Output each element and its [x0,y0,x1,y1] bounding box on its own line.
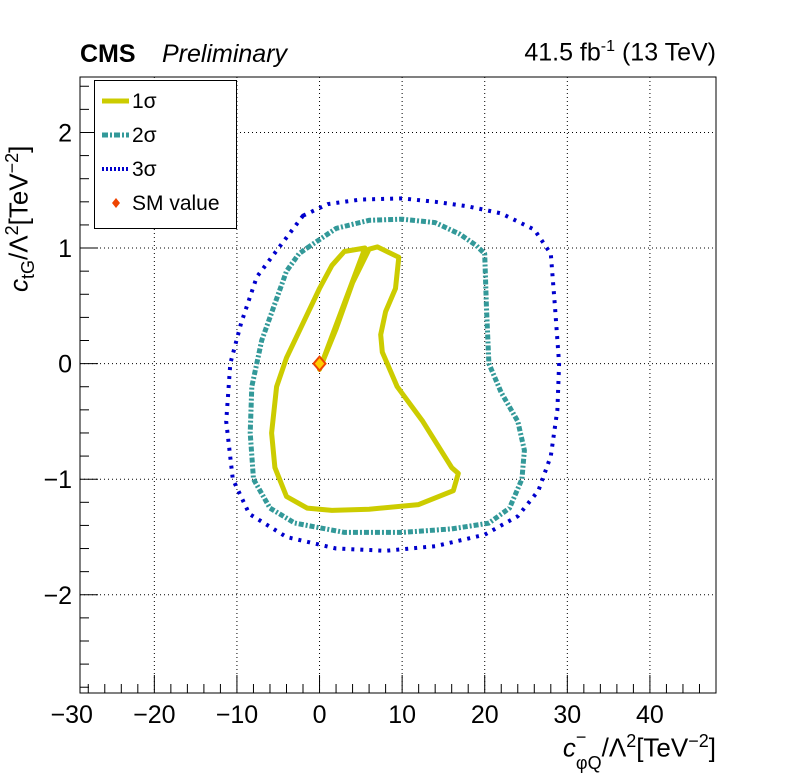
x-tick-label: 30 [553,701,581,729]
lumi-value: 41.5 fb [524,38,601,67]
lumi-unit-sup: -1 [600,38,616,55]
x-label-rest: /Λ [601,732,627,763]
x-tick-label: −10 [216,701,258,729]
status-label: Preliminary [162,40,288,68]
y-axis-ticks: −2 −1 0 1 2 [43,85,98,688]
legend-label: 1σ [132,90,157,113]
y-label-sup: 2 [2,225,22,236]
x-label-c: c [562,732,576,763]
legend: 1σ 2σ 3σ SM value [94,80,237,229]
contour-2sigma [247,216,527,535]
contour-series [224,196,562,553]
contour-3sigma [224,196,562,553]
legend-line-dotted-icon [102,167,129,171]
legend-line-dashdot-icon [102,132,129,138]
x-axis-title: c − φQ/Λ2[TeV−2] [562,727,716,773]
legend-entry-1sigma: 1σ [95,87,236,117]
y-tick-label: 0 [58,351,72,379]
grid-lines [80,77,716,693]
legend-entry-2sigma: 2σ [95,121,236,151]
luminosity-label: 41.5 fb-1 (13 TeV) [524,38,716,67]
x-tick-label: 40 [636,701,664,729]
x-tick-label: 0 [313,701,327,729]
y-axis-title: ctG/Λ2[TeV−2] [2,146,39,292]
x-label-unit: [TeV [636,732,689,763]
legend-label: 2σ [132,124,157,147]
sm-value-point [312,355,327,373]
lumi-energy: (13 TeV) [615,38,716,67]
legend-label: SM value [132,192,220,215]
y-tick-label: 1 [58,235,72,263]
y-label-unit-sup: −2 [2,152,22,174]
legend-entry-3sigma: 3σ [95,155,236,185]
x-tick-label: −30 [51,701,93,729]
legend-diamond-marker-icon [112,198,120,208]
x-label-sup: − [575,726,587,747]
x-tick-label: −20 [133,701,175,729]
y-label-c: c [3,279,34,292]
x-label-end: ] [708,732,716,763]
y-tick-label: 2 [58,119,72,147]
y-tick-label: −2 [43,582,72,610]
x-tick-label: 20 [471,701,499,729]
legend-entry-sm: SM value [95,189,236,219]
sm-marker [312,355,327,373]
x-tick-label: 10 [388,701,416,729]
contour-1sigma [269,244,461,513]
legend-line-solid-icon [102,98,129,104]
x-label-sup2: 2 [626,731,637,751]
legend-label: 3σ [132,158,157,181]
y-label-end: ] [3,145,34,153]
plot-frame [79,76,717,694]
y-label-rest: /Λ [3,235,34,260]
x-label-unit-sup: −2 [688,731,709,751]
y-tick-label: −1 [43,466,72,494]
y-label-unit: [TeV [3,173,34,226]
y-label-sub: tG [17,259,38,279]
x-axis-ticks: −30 −20 −10 0 10 20 30 40 [51,675,717,729]
x-label-sub: φQ [575,752,602,773]
experiment-label: CMS [80,40,136,68]
